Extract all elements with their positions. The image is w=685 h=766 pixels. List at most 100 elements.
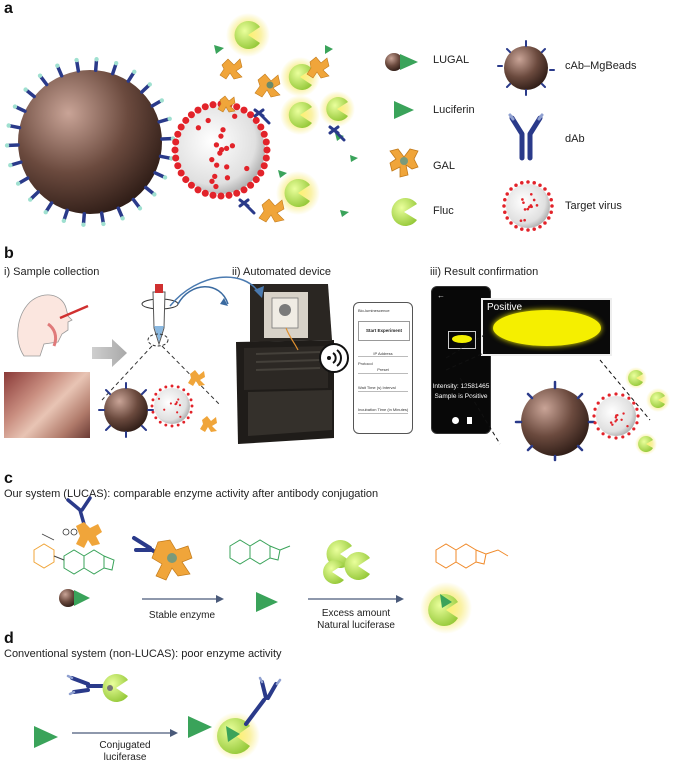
bead-antibody [146,187,153,193]
virus-spike [182,117,189,124]
virus-spike [158,398,160,400]
virus-spike [627,397,630,400]
virus-spike [521,198,524,201]
antibody-tip [5,143,9,147]
virus-spike [526,180,530,184]
virus-spike [163,409,165,411]
virus-spike [178,169,185,176]
incubation-time-label: Incubation Time (in Minutes) [358,407,408,412]
fluc-glow-product [418,580,474,636]
bead-antibody [32,192,38,198]
luciferin-molecule [226,530,296,570]
antibody-tip [38,74,42,78]
gal-antibody-conjugate-top [62,496,112,552]
antibody-tip [114,61,118,65]
virus-spike [187,393,190,396]
panel-c-caption: Our system (LUCAS): comparable enzyme ac… [4,488,378,500]
app-phone-screen: Bio-luminescence Start Experiment IP Add… [353,302,413,434]
virus-spike [170,402,172,404]
virus-body [154,388,190,424]
virus-spike [187,416,190,419]
virus-spike [536,204,539,207]
virus-spike [159,421,162,424]
virus-spike [533,199,536,202]
virus-spike [632,401,635,404]
virus-spike [171,385,174,388]
reaction-cluster [200,5,370,235]
antibody-tip [138,206,142,210]
virus-spike [610,421,612,423]
virus-spike [532,181,536,185]
virus-spike [182,421,185,424]
virus-spike [614,392,617,395]
bead-antibody [47,203,52,211]
blood-sample-photo [4,372,90,438]
bead-antibody [12,162,21,165]
bead-antibody [58,68,62,76]
virus-spike [632,427,635,430]
virus-spike [503,198,507,202]
virus-spike [528,206,531,209]
legend-luciferin-label: Luciferin [433,104,475,116]
back-arrow-icon[interactable]: ← [437,291,445,300]
virus-spike [621,435,624,438]
virus-spike [177,424,180,427]
legend-gal-icon [386,145,422,181]
virus-spike [601,397,604,400]
antibody-tip [152,192,156,196]
virus-spike [549,210,553,214]
antibody-tip [160,98,164,102]
label-natural-luciferase: Natural luciferase [300,620,412,631]
legend-target-virus-label: Target virus [565,200,622,212]
bead-antibody [77,62,78,71]
fluc-excess-cluster [318,532,382,588]
virus-spike [621,393,624,396]
virus-spike [171,425,174,428]
antibody-tip [120,216,124,220]
virus-spike [520,227,524,231]
antibody-tip [16,181,20,185]
legend-cab-mgbeads-label: cAb–MgBeads [565,60,637,72]
result-bead-virus-complex [518,360,678,460]
virus-spike [154,416,157,419]
virus-spike [592,414,595,417]
antibody-tip [62,219,66,223]
virus-spike [547,192,551,196]
virus-spike [614,436,617,439]
panel-d-letter: d [4,630,14,648]
virus-spike [174,162,181,169]
virus-spike [543,221,547,225]
bead-antibody [41,77,46,84]
antibody-tip [23,87,27,91]
legend-luciferin-icon [392,98,416,122]
protocol-label: Protocol [358,361,373,366]
virus-spike [523,219,526,222]
legend-fluc-label: Fluc [433,205,454,217]
arrow-stable-enzyme [140,594,226,604]
virus-spike [526,228,530,232]
virus-spike [616,414,618,416]
virus-spike [615,416,617,418]
arrow-natural-luciferase [306,594,406,604]
virus-spike [190,398,193,401]
legend-fluc-icon [388,196,420,228]
virus-spike [172,138,179,145]
virus-spike [627,432,630,435]
bead-antibody [155,173,163,177]
virus-spike [190,411,193,414]
arrow-conjugated-luciferase [70,728,180,738]
legend-target-virus-icon [500,178,556,234]
protocol-value[interactable]: Preset [354,367,412,372]
virus-spike [182,388,185,391]
virus-spike [538,183,542,187]
virus-spike [549,198,553,202]
virus-spike [616,419,618,421]
virus-spike [635,408,638,411]
label-luciferase: luciferase [70,752,180,763]
virus-spike [188,182,195,189]
virus-spike [164,386,167,389]
start-experiment-button[interactable]: Start Experiment [358,321,410,341]
virus-spike [522,201,525,204]
bead-antibody [128,73,133,81]
bead-antibody [17,107,25,111]
